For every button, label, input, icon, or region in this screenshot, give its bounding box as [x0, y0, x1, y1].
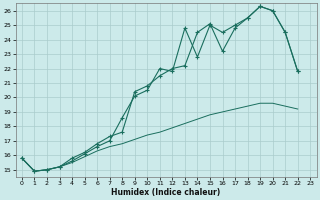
X-axis label: Humidex (Indice chaleur): Humidex (Indice chaleur): [111, 188, 221, 197]
